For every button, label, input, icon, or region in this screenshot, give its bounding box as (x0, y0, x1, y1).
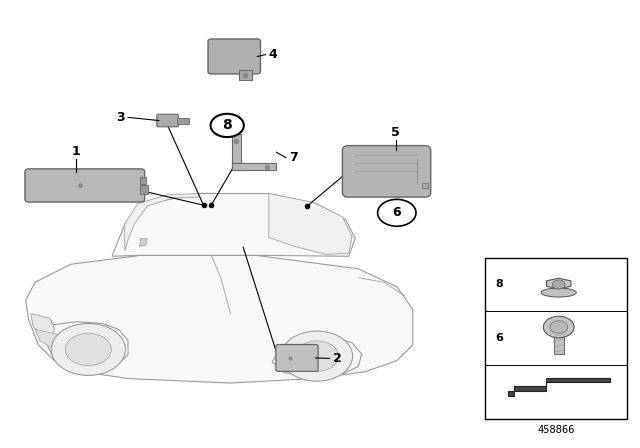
Text: 8: 8 (222, 118, 232, 133)
Text: 3: 3 (116, 111, 125, 124)
Bar (140, 177, 146, 184)
Text: 6: 6 (495, 333, 503, 343)
Bar (554, 327, 564, 354)
Bar (239, 70, 252, 80)
Text: 2: 2 (333, 352, 342, 365)
Polygon shape (269, 194, 352, 254)
Circle shape (543, 316, 574, 338)
FancyBboxPatch shape (208, 39, 260, 74)
Polygon shape (140, 238, 147, 246)
Bar (232, 163, 276, 170)
Bar (485, 258, 627, 419)
Bar (177, 118, 189, 124)
Polygon shape (35, 329, 67, 349)
Circle shape (295, 341, 339, 371)
Text: 1: 1 (71, 145, 80, 158)
Polygon shape (112, 194, 355, 256)
FancyBboxPatch shape (276, 345, 318, 371)
Circle shape (378, 199, 416, 226)
Text: 458866: 458866 (538, 425, 575, 435)
Circle shape (211, 114, 244, 137)
Polygon shape (508, 378, 610, 396)
Circle shape (550, 321, 568, 333)
Text: 7: 7 (289, 151, 298, 164)
Polygon shape (46, 322, 128, 368)
Polygon shape (125, 194, 198, 251)
Polygon shape (547, 278, 571, 289)
Polygon shape (26, 255, 413, 383)
Text: 5: 5 (391, 126, 400, 139)
Circle shape (281, 331, 353, 381)
Bar (422, 183, 428, 188)
FancyBboxPatch shape (342, 146, 431, 197)
Text: 6: 6 (392, 206, 401, 220)
Bar (140, 185, 148, 194)
FancyBboxPatch shape (157, 114, 179, 127)
Circle shape (65, 333, 111, 366)
Polygon shape (272, 335, 362, 376)
Circle shape (552, 280, 565, 289)
Ellipse shape (541, 288, 577, 297)
Bar (232, 134, 241, 170)
Polygon shape (31, 314, 54, 335)
Circle shape (51, 323, 125, 375)
FancyBboxPatch shape (25, 169, 145, 202)
Text: 8: 8 (495, 280, 503, 289)
Text: 4: 4 (269, 48, 278, 61)
